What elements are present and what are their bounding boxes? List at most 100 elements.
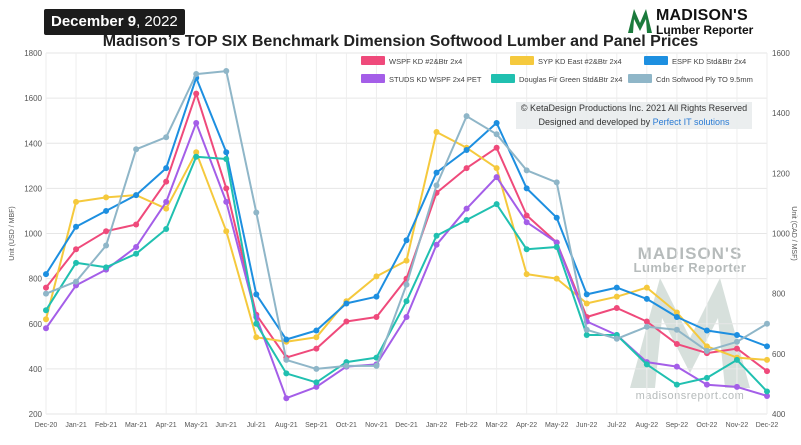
data-point[interactable] xyxy=(583,300,590,307)
data-point[interactable] xyxy=(193,153,200,160)
data-point[interactable] xyxy=(73,246,80,253)
data-point[interactable] xyxy=(73,223,80,230)
data-point[interactable] xyxy=(643,361,650,368)
data-point[interactable] xyxy=(313,379,320,386)
data-point[interactable] xyxy=(103,194,110,201)
data-point[interactable] xyxy=(703,327,710,334)
data-point[interactable] xyxy=(764,343,770,350)
legend-swatch[interactable] xyxy=(644,56,668,65)
data-point[interactable] xyxy=(223,68,230,75)
data-point[interactable] xyxy=(373,273,380,280)
data-point[interactable] xyxy=(313,383,320,390)
data-point[interactable] xyxy=(553,244,560,251)
data-point[interactable] xyxy=(43,284,49,291)
data-point[interactable] xyxy=(193,119,200,126)
data-point[interactable] xyxy=(223,156,230,163)
legend-swatch[interactable] xyxy=(510,56,534,65)
data-point[interactable] xyxy=(733,356,740,363)
data-point[interactable] xyxy=(313,345,320,352)
data-point[interactable] xyxy=(133,221,140,228)
data-point[interactable] xyxy=(283,356,290,363)
data-point[interactable] xyxy=(283,370,290,377)
data-point[interactable] xyxy=(223,228,230,235)
data-point[interactable] xyxy=(673,326,680,333)
data-point[interactable] xyxy=(343,318,350,325)
data-point[interactable] xyxy=(764,368,770,375)
data-point[interactable] xyxy=(73,278,80,285)
data-point[interactable] xyxy=(73,259,80,266)
data-point[interactable] xyxy=(613,335,620,342)
data-point[interactable] xyxy=(103,242,110,249)
data-point[interactable] xyxy=(433,169,440,176)
data-point[interactable] xyxy=(673,309,680,316)
data-point[interactable] xyxy=(403,281,410,288)
data-point[interactable] xyxy=(673,381,680,388)
data-point[interactable] xyxy=(403,313,410,320)
data-point[interactable] xyxy=(764,356,770,363)
data-point[interactable] xyxy=(733,345,740,352)
data-point[interactable] xyxy=(43,271,49,278)
data-point[interactable] xyxy=(493,201,500,208)
data-point[interactable] xyxy=(163,178,170,185)
data-point[interactable] xyxy=(373,362,380,369)
data-point[interactable] xyxy=(103,207,110,214)
legend-swatch[interactable] xyxy=(491,74,515,83)
data-point[interactable] xyxy=(463,205,470,212)
data-point[interactable] xyxy=(313,334,320,341)
data-point[interactable] xyxy=(133,244,140,251)
legend-swatch[interactable] xyxy=(361,74,385,83)
data-point[interactable] xyxy=(133,146,140,153)
data-point[interactable] xyxy=(613,304,620,311)
data-point[interactable] xyxy=(283,336,290,343)
data-point[interactable] xyxy=(313,365,320,372)
data-point[interactable] xyxy=(764,388,770,395)
developer-link[interactable]: Perfect IT solutions xyxy=(652,117,730,127)
data-point[interactable] xyxy=(673,313,680,320)
data-point[interactable] xyxy=(523,246,530,253)
data-point[interactable] xyxy=(583,332,590,339)
data-point[interactable] xyxy=(163,165,170,172)
data-point[interactable] xyxy=(163,205,170,212)
data-point[interactable] xyxy=(373,313,380,320)
data-point[interactable] xyxy=(493,165,500,172)
data-point[interactable] xyxy=(433,241,440,248)
data-point[interactable] xyxy=(193,90,200,97)
data-point[interactable] xyxy=(73,198,80,205)
data-point[interactable] xyxy=(133,192,140,199)
data-point[interactable] xyxy=(553,239,560,246)
data-point[interactable] xyxy=(463,216,470,223)
data-point[interactable] xyxy=(493,144,500,151)
data-point[interactable] xyxy=(463,113,470,120)
data-point[interactable] xyxy=(223,198,230,205)
data-point[interactable] xyxy=(343,300,350,307)
data-point[interactable] xyxy=(253,291,260,298)
data-point[interactable] xyxy=(553,179,560,186)
data-point[interactable] xyxy=(613,284,620,291)
data-point[interactable] xyxy=(43,307,49,314)
data-point[interactable] xyxy=(764,320,770,327)
data-point[interactable] xyxy=(523,219,530,226)
data-point[interactable] xyxy=(223,149,230,156)
data-point[interactable] xyxy=(493,119,500,126)
data-point[interactable] xyxy=(673,363,680,370)
data-point[interactable] xyxy=(583,326,590,333)
data-point[interactable] xyxy=(673,341,680,348)
data-point[interactable] xyxy=(193,149,200,156)
data-point[interactable] xyxy=(163,225,170,232)
data-point[interactable] xyxy=(643,323,650,330)
data-point[interactable] xyxy=(433,232,440,239)
data-point[interactable] xyxy=(493,174,500,181)
data-point[interactable] xyxy=(643,318,650,325)
data-point[interactable] xyxy=(193,71,200,78)
data-point[interactable] xyxy=(523,212,530,219)
data-point[interactable] xyxy=(523,185,530,192)
data-point[interactable] xyxy=(703,374,710,381)
data-point[interactable] xyxy=(403,298,410,305)
data-point[interactable] xyxy=(463,165,470,172)
data-point[interactable] xyxy=(43,316,49,323)
data-point[interactable] xyxy=(313,327,320,334)
data-point[interactable] xyxy=(253,334,260,341)
legend-swatch[interactable] xyxy=(361,56,385,65)
data-point[interactable] xyxy=(133,250,140,257)
data-point[interactable] xyxy=(493,131,500,138)
